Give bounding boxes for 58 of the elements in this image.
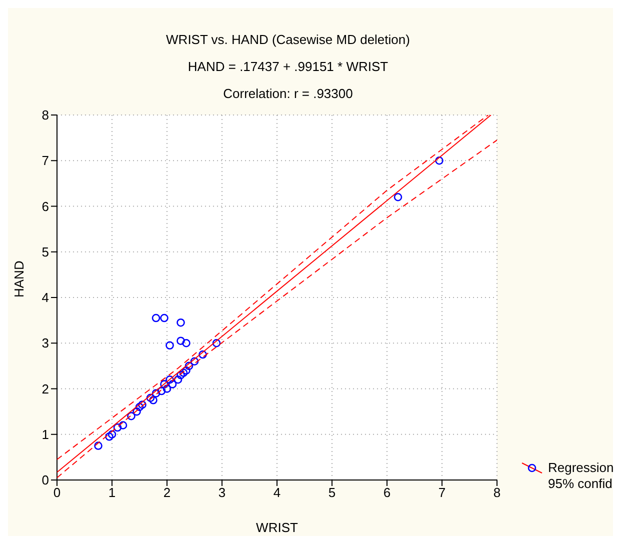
point	[118, 421, 128, 430]
text: Correlation: r = .93300	[222, 85, 354, 103]
point	[138, 400, 146, 409]
point	[162, 384, 172, 393]
point	[168, 380, 177, 388]
x-tick-label: 6	[383, 485, 391, 500]
point	[184, 362, 194, 370]
x-tick-label: 2	[163, 485, 171, 500]
y-tick-label: 2	[42, 381, 49, 396]
y-tick-label: 0	[42, 472, 49, 488]
point	[166, 375, 174, 384]
point	[212, 338, 221, 348]
x-tick-label: 7	[438, 485, 446, 500]
point	[149, 396, 158, 404]
point	[152, 389, 160, 398]
point	[179, 368, 188, 377]
point	[176, 370, 185, 380]
point	[160, 314, 168, 322]
point	[132, 407, 141, 416]
x-tick-label: 5	[328, 485, 336, 500]
point	[198, 350, 207, 359]
chart-subtitle: HAND = .17437 + .99151 * WRIST	[186, 58, 390, 76]
point	[152, 314, 160, 322]
chart-title: WRIST vs. HAND (Casewise MD deletion)	[165, 31, 411, 49]
point	[113, 423, 122, 432]
point	[135, 402, 144, 412]
point	[160, 380, 168, 388]
point	[182, 366, 190, 375]
point	[394, 192, 402, 202]
y-tick-label: 8	[42, 108, 49, 123]
point	[105, 432, 114, 441]
point	[166, 341, 174, 350]
x-tick-label: 3	[218, 485, 226, 500]
point	[190, 357, 199, 366]
point	[176, 318, 185, 327]
point	[127, 412, 136, 420]
point	[108, 430, 116, 439]
x-tick-label: 4	[273, 485, 281, 500]
y-tick-label: 7	[42, 153, 49, 168]
x-tick-label: 8	[493, 485, 501, 500]
point	[157, 386, 166, 396]
y-tick-label: 6	[42, 198, 49, 214]
legend-label: Regression	[548, 460, 614, 476]
y-tick-label: 5	[42, 244, 49, 260]
x-tick-label: 1	[108, 485, 116, 500]
x-axis-title: WRIST	[256, 520, 298, 535]
point	[146, 394, 155, 402]
point	[174, 375, 182, 384]
text: 95% confid	[548, 476, 612, 492]
x-tick-label: 0	[53, 485, 61, 500]
y-tick-label: 1	[42, 426, 49, 442]
y-tick-label: 3	[42, 336, 49, 351]
point	[176, 336, 185, 345]
y-tick-label: 4	[42, 290, 49, 306]
y-axis-title: HAND	[12, 260, 27, 298]
point	[94, 442, 102, 450]
point	[435, 156, 444, 165]
point	[182, 338, 190, 348]
